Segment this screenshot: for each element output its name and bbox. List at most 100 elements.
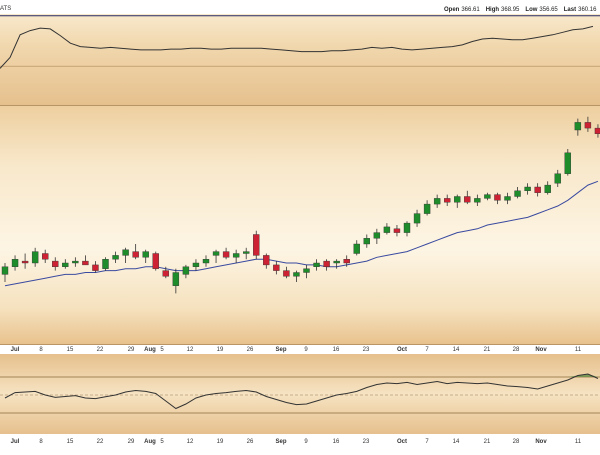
x-tick-label: 16: [333, 347, 340, 353]
candle-body: [333, 260, 340, 264]
candle-body: [574, 122, 582, 131]
candle-body: [584, 122, 592, 129]
x-tick-label: Aug: [144, 347, 156, 353]
x-tick-label: 26: [247, 347, 254, 353]
candle-body: [423, 203, 431, 214]
candle-body: [172, 272, 180, 287]
candle-body: [1, 266, 9, 275]
top-indicator-panel: [0, 14, 600, 106]
candle-body: [162, 270, 170, 277]
x-axis-labels-bottom: Jul 8 15 22 29 Aug 5 12 19 26 Sep 9 16 23 Oct 7 14 21 28 No…: [11, 439, 582, 445]
candle-body: [444, 198, 451, 203]
x-tick-label: 16: [333, 439, 340, 445]
candle-body: [92, 264, 99, 271]
x-tick-label: 11: [575, 347, 582, 353]
x-tick-label: 9: [304, 347, 308, 353]
candle-body: [11, 259, 19, 268]
candle-body: [62, 262, 69, 267]
x-tick-label: 22: [97, 439, 104, 445]
candle-body: [313, 262, 320, 267]
candle-body: [253, 234, 260, 256]
x-tick-label: 29: [128, 347, 135, 353]
candle-body: [102, 259, 109, 269]
candle-body: [413, 213, 421, 224]
x-tick-label: 21: [484, 439, 491, 445]
x-tick-label: Nov: [535, 347, 547, 353]
ohlc-value: 366.61: [461, 7, 480, 13]
ohlc-label: Open: [444, 7, 460, 13]
bottom-indicator-line: [4, 373, 599, 410]
x-tick-label: 7: [425, 439, 429, 445]
candle-body: [122, 249, 129, 256]
candle-body: [363, 238, 370, 245]
x-tick-label: 28: [513, 439, 520, 445]
candle-body: [152, 253, 159, 269]
x-tick-label: Nov: [535, 439, 547, 445]
x-tick-label: 12: [187, 347, 194, 353]
candle-body: [403, 222, 411, 233]
x-tick-label: 12: [187, 439, 194, 445]
candle-body: [303, 268, 310, 273]
candle-body: [343, 259, 350, 264]
candlesticks: [1, 116, 600, 294]
x-tick-label: Sep: [275, 347, 286, 353]
candle-body: [433, 198, 441, 205]
x-tick-label: 22: [97, 347, 104, 353]
candle-body: [484, 194, 491, 199]
candle-body: [353, 243, 360, 254]
x-tick-label: Oct: [397, 347, 407, 353]
candle-body: [31, 251, 39, 264]
candle-body: [21, 260, 29, 264]
candle-body: [323, 260, 330, 268]
x-tick-label: Aug: [144, 439, 156, 445]
candle-body: [554, 173, 561, 184]
x-tick-label: 9: [304, 439, 308, 445]
candle-body: [464, 196, 471, 203]
x-tick-label: 7: [425, 347, 429, 353]
candle-body: [474, 198, 481, 203]
x-tick-label: 29: [128, 439, 135, 445]
x-tick-label: 8: [39, 439, 43, 445]
candle-body: [373, 232, 381, 239]
x-tick-label: Jul: [11, 439, 20, 445]
candle-body: [524, 186, 531, 191]
x-tick-label: 23: [363, 439, 370, 445]
candle-body: [222, 251, 230, 258]
bottom-indicator-panel: [0, 354, 600, 434]
candle-body: [544, 184, 551, 193]
candle-body: [263, 255, 270, 266]
x-axis-labels-middle: Jul 8 15 22 29 Aug 5 12 19 26 Sep 9 16 23 Oct 7 14 21 28 No…: [11, 347, 582, 353]
x-tick-label: 11: [575, 439, 582, 445]
candle-body: [182, 266, 190, 275]
x-tick-label: 5: [160, 439, 164, 445]
ohlc-value: 356.65: [539, 7, 558, 13]
x-tick-label: 15: [67, 439, 74, 445]
candle-body: [52, 260, 59, 268]
ohlc-value: 360.16: [578, 7, 597, 13]
candle-body: [132, 251, 139, 258]
candle-body: [42, 253, 49, 260]
middle-axis-strip: [0, 345, 600, 354]
ohlc-header: Open366.61High368.95Low356.65Last360.16V…: [444, 7, 597, 13]
moving-average-line: [4, 180, 599, 287]
x-tick-label: 19: [217, 439, 224, 445]
ohlc-label: Last: [564, 7, 576, 13]
x-tick-label: 5: [160, 347, 164, 353]
x-tick-label: 28: [513, 347, 520, 353]
candle-body: [594, 127, 600, 135]
price-panel: [0, 106, 600, 345]
candle-body: [494, 194, 501, 201]
ohlc-value: 368.95: [501, 7, 520, 13]
candle-body: [82, 260, 89, 266]
x-tick-label: 21: [484, 347, 491, 353]
candle-body: [393, 228, 401, 233]
bottom-reference-lines: [0, 376, 600, 414]
candle-body: [192, 262, 200, 267]
header-background: [0, 0, 600, 14]
x-tick-label: 14: [453, 347, 460, 353]
x-tick-label: Jul: [11, 347, 20, 353]
bottom-axis-strip: [0, 434, 600, 450]
candle-body: [112, 255, 119, 260]
candle-body: [273, 264, 280, 271]
